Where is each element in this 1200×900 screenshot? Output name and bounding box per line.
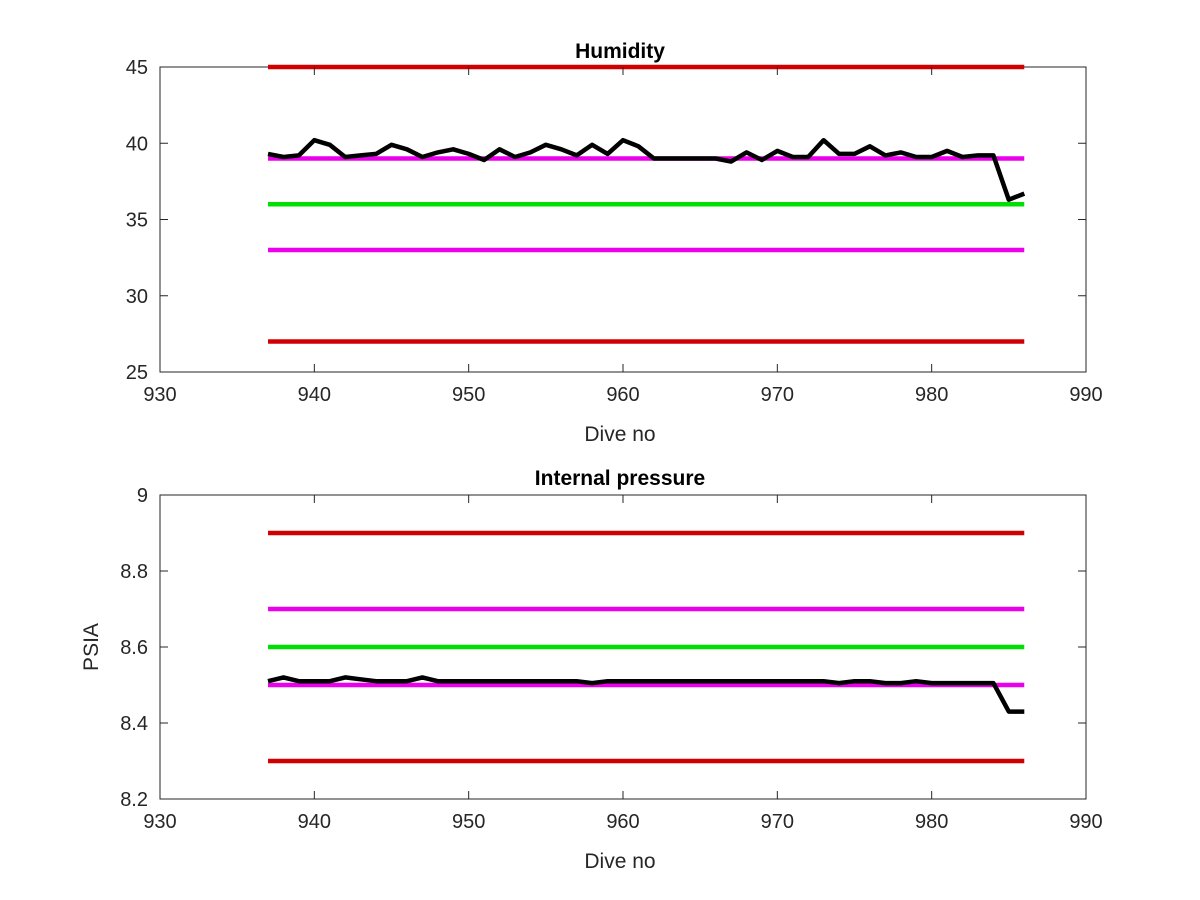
x-tick-label: 950 [452, 384, 485, 406]
plot-title: Internal pressure [535, 467, 705, 490]
x-tick-label: 970 [761, 811, 794, 833]
humidity-plot: Humidity Dive no 930 940 950 960 970 980 990 25… [126, 40, 1103, 446]
series-line [267, 675, 1025, 714]
x-tick-label: 990 [1069, 811, 1102, 833]
x-tick-label: 980 [915, 384, 948, 406]
x-tick-label: 950 [452, 811, 485, 833]
y-tick-label: 45 [126, 57, 148, 79]
y-tick-label: 8.4 [120, 713, 148, 735]
x-tick-label: 990 [1069, 384, 1102, 406]
x-tick-label: 940 [298, 384, 331, 406]
y-tick-label: 40 [126, 133, 148, 155]
x-tick-label: 930 [143, 811, 176, 833]
axes-box [159, 66, 1087, 373]
x-axis-label: Dive no [584, 423, 655, 446]
plot-title: Humidity [575, 40, 665, 63]
y-axis-label: PSIA [80, 623, 103, 671]
y-tick-label: 8.6 [120, 637, 148, 659]
y-tick-label: 30 [126, 286, 148, 308]
y-tick-label: 8.8 [120, 561, 148, 583]
series-line [267, 137, 1026, 202]
x-tick-label: 980 [915, 811, 948, 833]
x-tick-label: 960 [606, 384, 639, 406]
y-tick-label: 8.2 [120, 789, 148, 811]
x-axis-label: Dive no [584, 850, 655, 873]
y-tick-label: 9 [137, 485, 148, 507]
x-tick-label: 930 [143, 384, 176, 406]
internal-pressure-plot: Internal pressure Dive no PSIA 930 940 950… [80, 467, 1103, 873]
x-tick-label: 960 [606, 811, 639, 833]
y-tick-label: 35 [126, 210, 148, 232]
x-tick-label: 940 [298, 811, 331, 833]
x-tick-label: 970 [761, 384, 794, 406]
y-tick-label: 25 [126, 362, 148, 384]
